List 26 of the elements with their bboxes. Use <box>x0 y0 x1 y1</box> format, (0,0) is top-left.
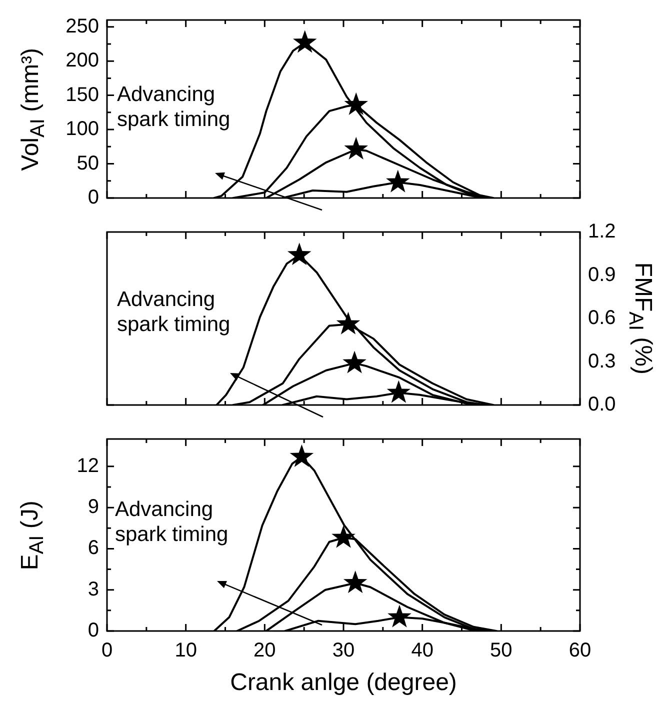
x-tick-label: 20 <box>254 640 276 662</box>
x-tick-label: 60 <box>568 640 592 662</box>
y-tick-label: 0 <box>88 620 99 642</box>
y-tick-label: 0 <box>88 186 99 209</box>
x-axis-title: Crank anlge (degree) <box>230 669 457 696</box>
y2-tick-label: 0.6 <box>588 307 616 330</box>
annotation: Advancing spark timing <box>117 287 232 337</box>
annotation: Advancing spark timing <box>115 497 230 547</box>
x-tick-label: 10 <box>174 640 197 662</box>
y2-tick-label: 0.9 <box>588 264 616 286</box>
y-tick-label: 50 <box>76 152 99 174</box>
y-tick-label: 12 <box>76 454 99 477</box>
y2-tick-label: 1.2 <box>588 220 616 243</box>
y-tick-label: 250 <box>66 15 99 38</box>
y2-tick-label: 0.0 <box>588 394 616 416</box>
x-tick-label: 30 <box>332 640 355 662</box>
y2-tick-label: 0.3 <box>588 350 616 372</box>
y-tick-label: 6 <box>88 537 99 560</box>
annotation: Advancing spark timing <box>117 82 232 132</box>
x-tick-label: 50 <box>490 640 512 662</box>
y-tick-label: 150 <box>66 84 99 106</box>
y-tick-label: 9 <box>88 496 99 518</box>
y-tick-label: 100 <box>66 118 99 140</box>
y-tick-label: 3 <box>88 578 99 600</box>
y-tick-label: 200 <box>66 50 99 72</box>
x-tick-label: 40 <box>411 640 434 662</box>
